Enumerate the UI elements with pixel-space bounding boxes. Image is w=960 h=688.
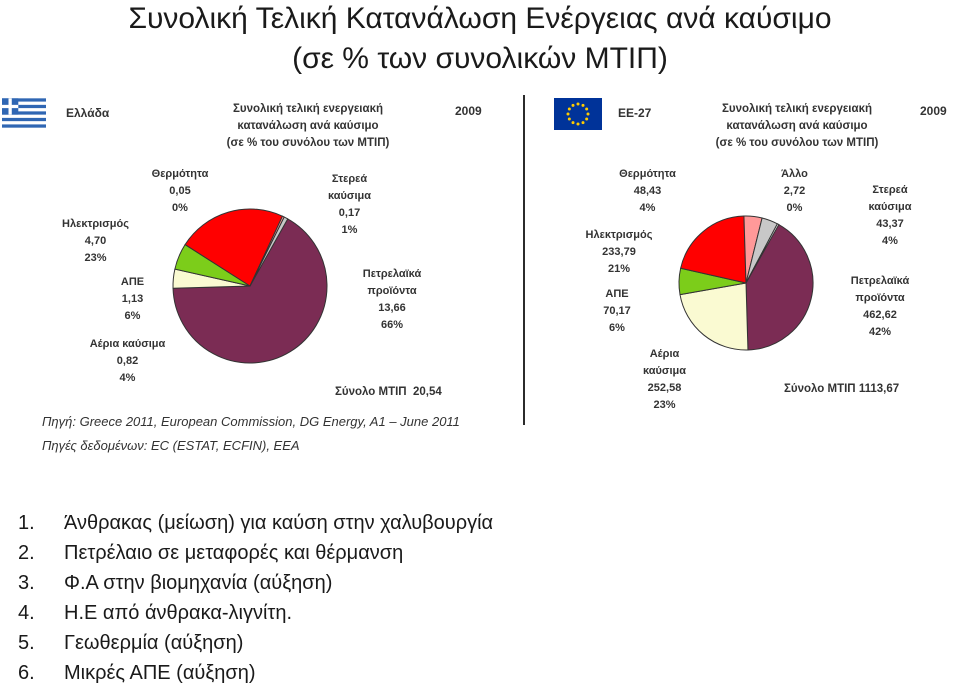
chart-title: Συνολική τελική ενεργειακή κατανάλωση αν… [226, 103, 390, 149]
eu-star-icon [581, 121, 585, 125]
pie-slice-electricity [184, 208, 284, 287]
country-label: ΕΕ-27 [618, 106, 652, 120]
eu-star-icon [571, 121, 575, 125]
heat-label: Θερμότητα 0,05 0% [151, 168, 209, 214]
total-label: Σύνολο ΜΤΙΠ 1113,67 [784, 383, 900, 395]
gas-label: Αέρια καύσιμα 0,82 4% [89, 338, 166, 384]
list-item: 2. Πετρέλαιο σε μεταφορές και θέρμανση [18, 542, 404, 564]
data-source-line: Πηγές δεδομένων: EC (ESTAT, ECFIN), EEA [42, 438, 300, 453]
total-label: Σύνολο ΜΤΙΠ 20,54 [335, 386, 442, 398]
eu-star-icon [586, 112, 590, 116]
res-label: ΑΠΕ 1,13 6% [120, 276, 145, 322]
page-subtitle: (σε % των συνολικών ΜΤΙΠ) [292, 42, 668, 75]
eu-star-icon [576, 122, 580, 126]
greece-flag-icon [2, 98, 46, 128]
solid-fuel-label: Στερεά καύσιμα 0,17 1% [327, 173, 371, 236]
panel-divider [523, 95, 525, 425]
list-item: 6. Μικρές ΑΠΕ (αύξηση) [18, 662, 256, 684]
eu27-chart-panel: ΕΕ-27 2009 Συνολική τελική ενεργειακή κα… [552, 96, 960, 416]
eu-flag-icon [554, 98, 602, 130]
eu-star-icon [585, 107, 589, 111]
pie-slice-solid [249, 216, 289, 287]
source-line: Πηγή: Greece 2011, European Commission, … [42, 414, 460, 429]
eu27-pie-chart [678, 215, 814, 351]
eu-star-icon [581, 103, 585, 107]
eu-star-icon [576, 102, 580, 106]
greece-pie-chart [172, 208, 328, 364]
eu-star-icon [567, 107, 571, 111]
chart-title: Συνολική τελική ενεργειακή κατανάλωση αν… [715, 103, 879, 149]
other-label: Άλλο 2,72 0% [781, 168, 808, 214]
res-label: ΑΠΕ 70,17 6% [603, 288, 631, 334]
list-item: 5. Γεωθερμία (αύξηση) [18, 632, 244, 654]
oil-label: Πετρελαϊκά προϊόντα 462,62 42% [850, 275, 910, 338]
eu-star-icon [566, 112, 570, 116]
eu-star-icon [585, 117, 589, 121]
eu-star-icon [567, 117, 571, 121]
list-item: 4. Η.Ε από άνθρακα-λιγνίτη. [18, 602, 293, 624]
solid-fuel-label: Στερεά καύσιμα 43,37 4% [868, 184, 912, 247]
pie-slice-other [745, 223, 780, 284]
pie-slice-gas [679, 282, 749, 351]
pie-slice-oil [745, 223, 814, 351]
greece-chart-panel: Ελλάδα 2009 Συνολική τελική ενεργειακή κ… [0, 96, 520, 406]
eu-star-icon [571, 103, 575, 107]
findings-list: 1. Άνθρακας (μείωση) για καύση στην χαλυβ… [18, 508, 493, 688]
year-label: 2009 [920, 104, 947, 118]
electricity-label: Ηλεκτρισμός 4,70 23% [62, 218, 129, 264]
gas-label: Αέρια καύσιμα 252,58 23% [642, 348, 686, 411]
page-title: Συνολική Τελική Κατανάλωση Ενέργειας ανά… [128, 2, 832, 35]
pie-slice-oil [172, 217, 328, 364]
year-label: 2009 [455, 104, 482, 118]
list-item: 1. Άνθρακας (μείωση) για καύση στην χαλυβ… [18, 512, 494, 534]
country-label: Ελλάδα [66, 106, 110, 120]
list-item: 3. Φ.Α στην βιομηχανία (αύξηση) [18, 572, 333, 594]
oil-label: Πετρελαϊκά προϊόντα 13,66 66% [362, 268, 422, 331]
pie-slice-electricity [680, 215, 747, 284]
electricity-label: Ηλεκτρισμός 233,79 21% [585, 229, 653, 275]
heat-label: Θερμότητα 48,43 4% [619, 168, 676, 214]
